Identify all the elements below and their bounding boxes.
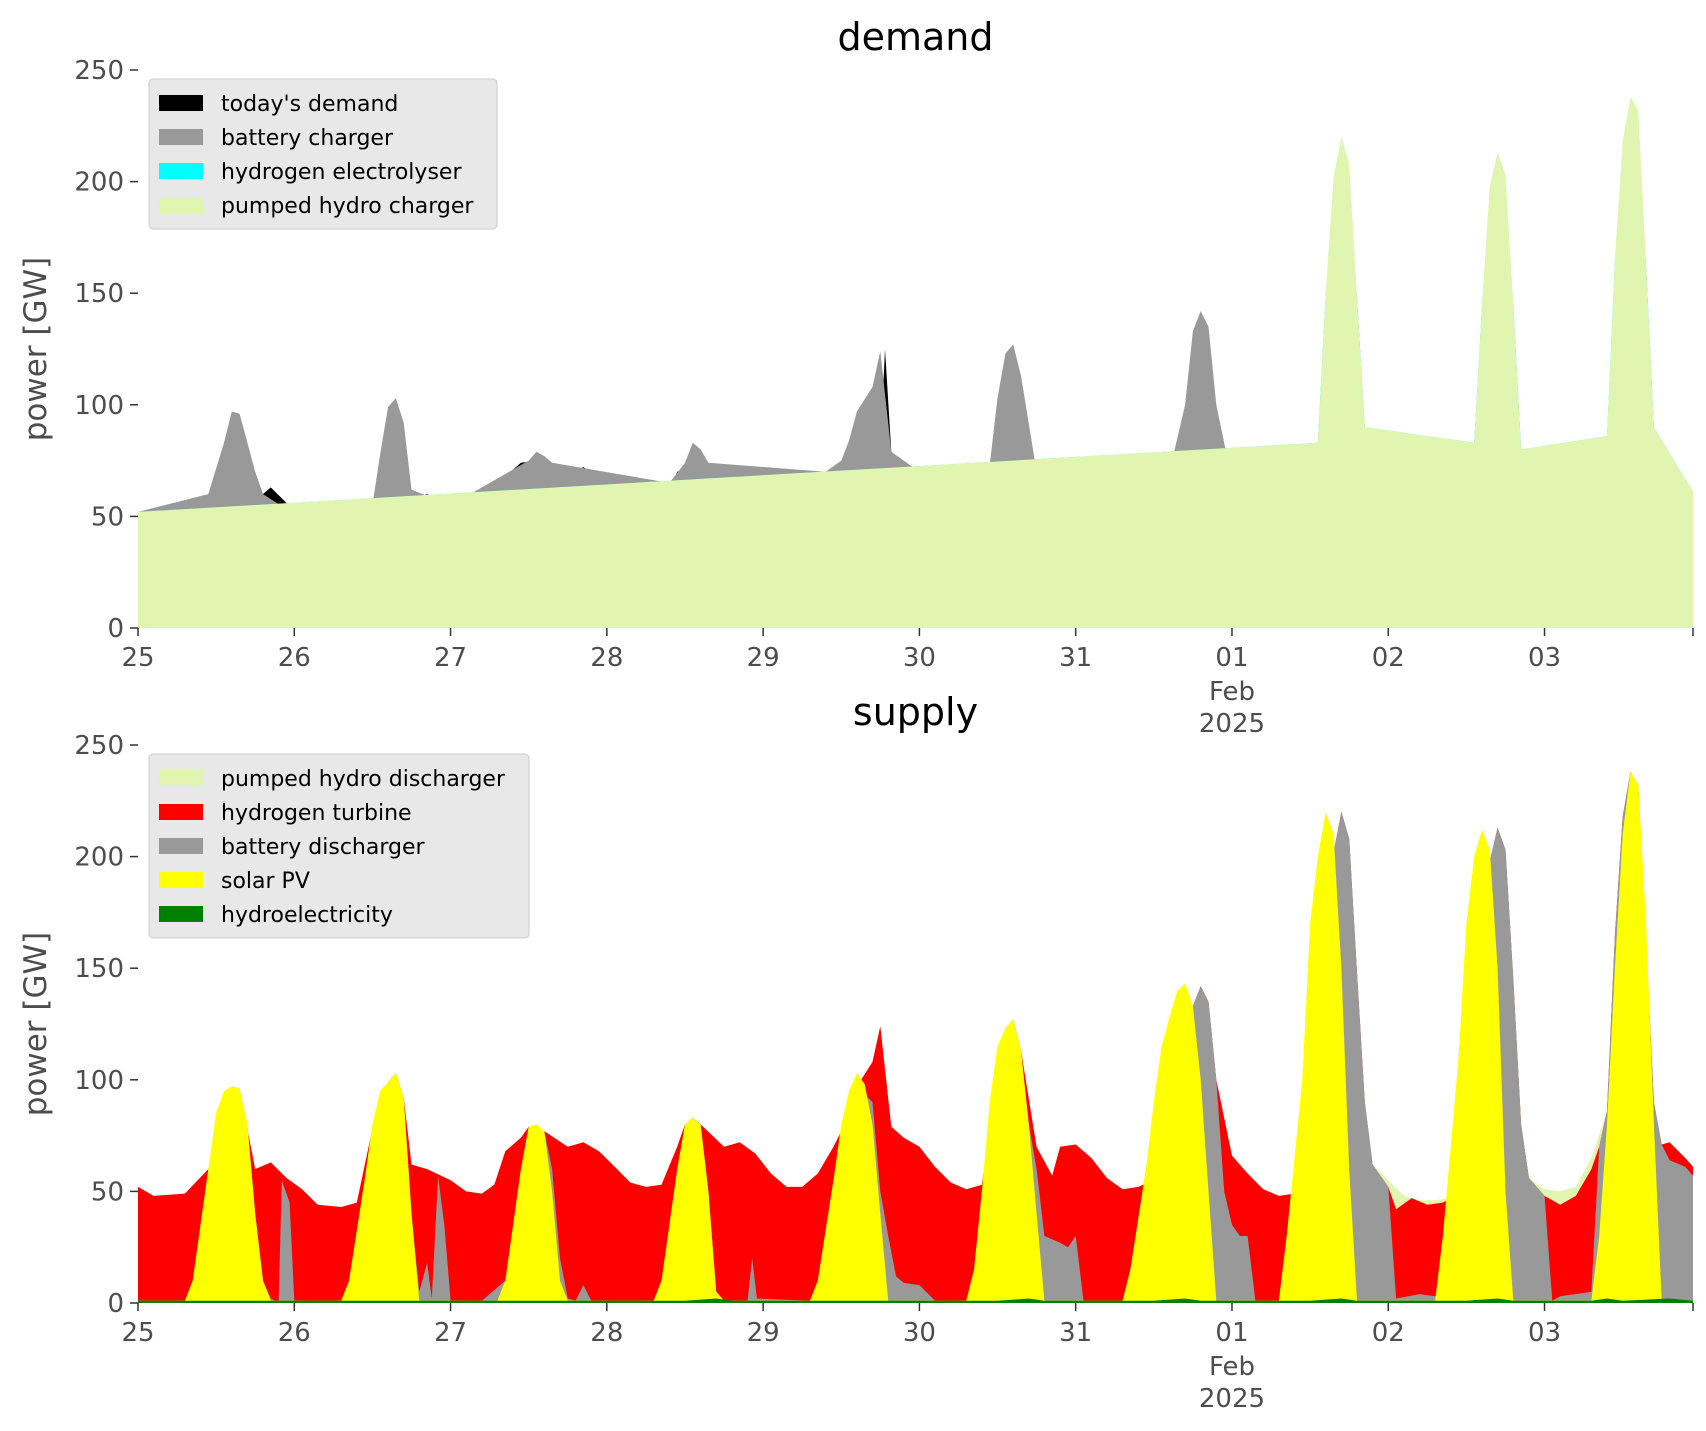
x-tick-label: 01	[1215, 643, 1248, 673]
y-tick-label: 0	[107, 1289, 124, 1319]
y-tick-label: 0	[107, 614, 124, 644]
y-axis-label: power [GW]	[18, 257, 54, 442]
x-tick-label: 26	[278, 1318, 311, 1348]
legend-label: solar PV	[221, 869, 310, 894]
x-tick-sublabel: 2025	[1199, 1384, 1265, 1414]
y-tick-label: 200	[74, 843, 124, 873]
legend-label: hydrogen turbine	[221, 801, 412, 826]
supply-area-hydroelectricity	[138, 1298, 1693, 1303]
x-tick-label: 30	[903, 643, 936, 673]
legend-box	[148, 78, 498, 230]
x-tick-label: 28	[590, 1318, 623, 1348]
x-tick-label: 27	[434, 643, 467, 673]
x-tick-label: 03	[1528, 643, 1561, 673]
x-tick-label: 25	[121, 643, 154, 673]
legend-swatch	[159, 770, 203, 786]
chart-title: supply	[853, 690, 978, 734]
x-tick-label: 25	[121, 1318, 154, 1348]
y-tick-label: 100	[74, 391, 124, 421]
legend-swatch	[159, 804, 203, 820]
legend-swatch	[159, 906, 203, 922]
y-tick-label: 100	[74, 1066, 124, 1096]
legend-swatch	[159, 129, 203, 145]
legend-swatch	[159, 163, 203, 179]
x-tick-label: 30	[903, 1318, 936, 1348]
legend-label: battery discharger	[221, 835, 426, 860]
supply-area-solar-pv	[138, 771, 1693, 1303]
x-tick-label: 02	[1372, 1318, 1405, 1348]
x-tick-label: 02	[1372, 643, 1405, 673]
legend-box	[148, 753, 530, 939]
legend-swatch	[159, 872, 203, 888]
x-tick-label: 29	[747, 643, 780, 673]
legend-swatch	[159, 838, 203, 854]
y-tick-label: 250	[74, 56, 124, 86]
x-tick-sublabel: Feb	[1209, 677, 1255, 707]
legend-label: pumped hydro charger	[221, 194, 474, 219]
y-tick-label: 50	[91, 1177, 124, 1207]
y-tick-label: 150	[74, 279, 124, 309]
y-tick-label: 150	[74, 954, 124, 984]
y-tick-label: 50	[91, 502, 124, 532]
y-tick-label: 250	[74, 731, 124, 761]
legend-label: pumped hydro discharger	[221, 767, 506, 792]
x-tick-label: 27	[434, 1318, 467, 1348]
y-axis-label: power [GW]	[18, 932, 54, 1117]
x-tick-sublabel: Feb	[1209, 1352, 1255, 1382]
x-tick-label: 31	[1059, 1318, 1092, 1348]
x-tick-label: 26	[278, 643, 311, 673]
chart-title: demand	[837, 15, 993, 59]
legend-label: hydrogen electrolyser	[221, 160, 462, 185]
legend-label: hydroelectricity	[221, 903, 393, 928]
legend-label: battery charger	[221, 126, 394, 151]
x-tick-label: 01	[1215, 1318, 1248, 1348]
x-tick-label: 28	[590, 643, 623, 673]
x-tick-label: 31	[1059, 643, 1092, 673]
demand-area-pumped-hydro-charger	[138, 96, 1693, 629]
legend-swatch	[159, 95, 203, 111]
x-tick-label: 29	[747, 1318, 780, 1348]
x-tick-label: 03	[1528, 1318, 1561, 1348]
legend-swatch	[159, 197, 203, 213]
y-tick-label: 200	[74, 168, 124, 198]
x-tick-sublabel: 2025	[1199, 709, 1265, 739]
legend-label: today's demand	[221, 92, 398, 117]
